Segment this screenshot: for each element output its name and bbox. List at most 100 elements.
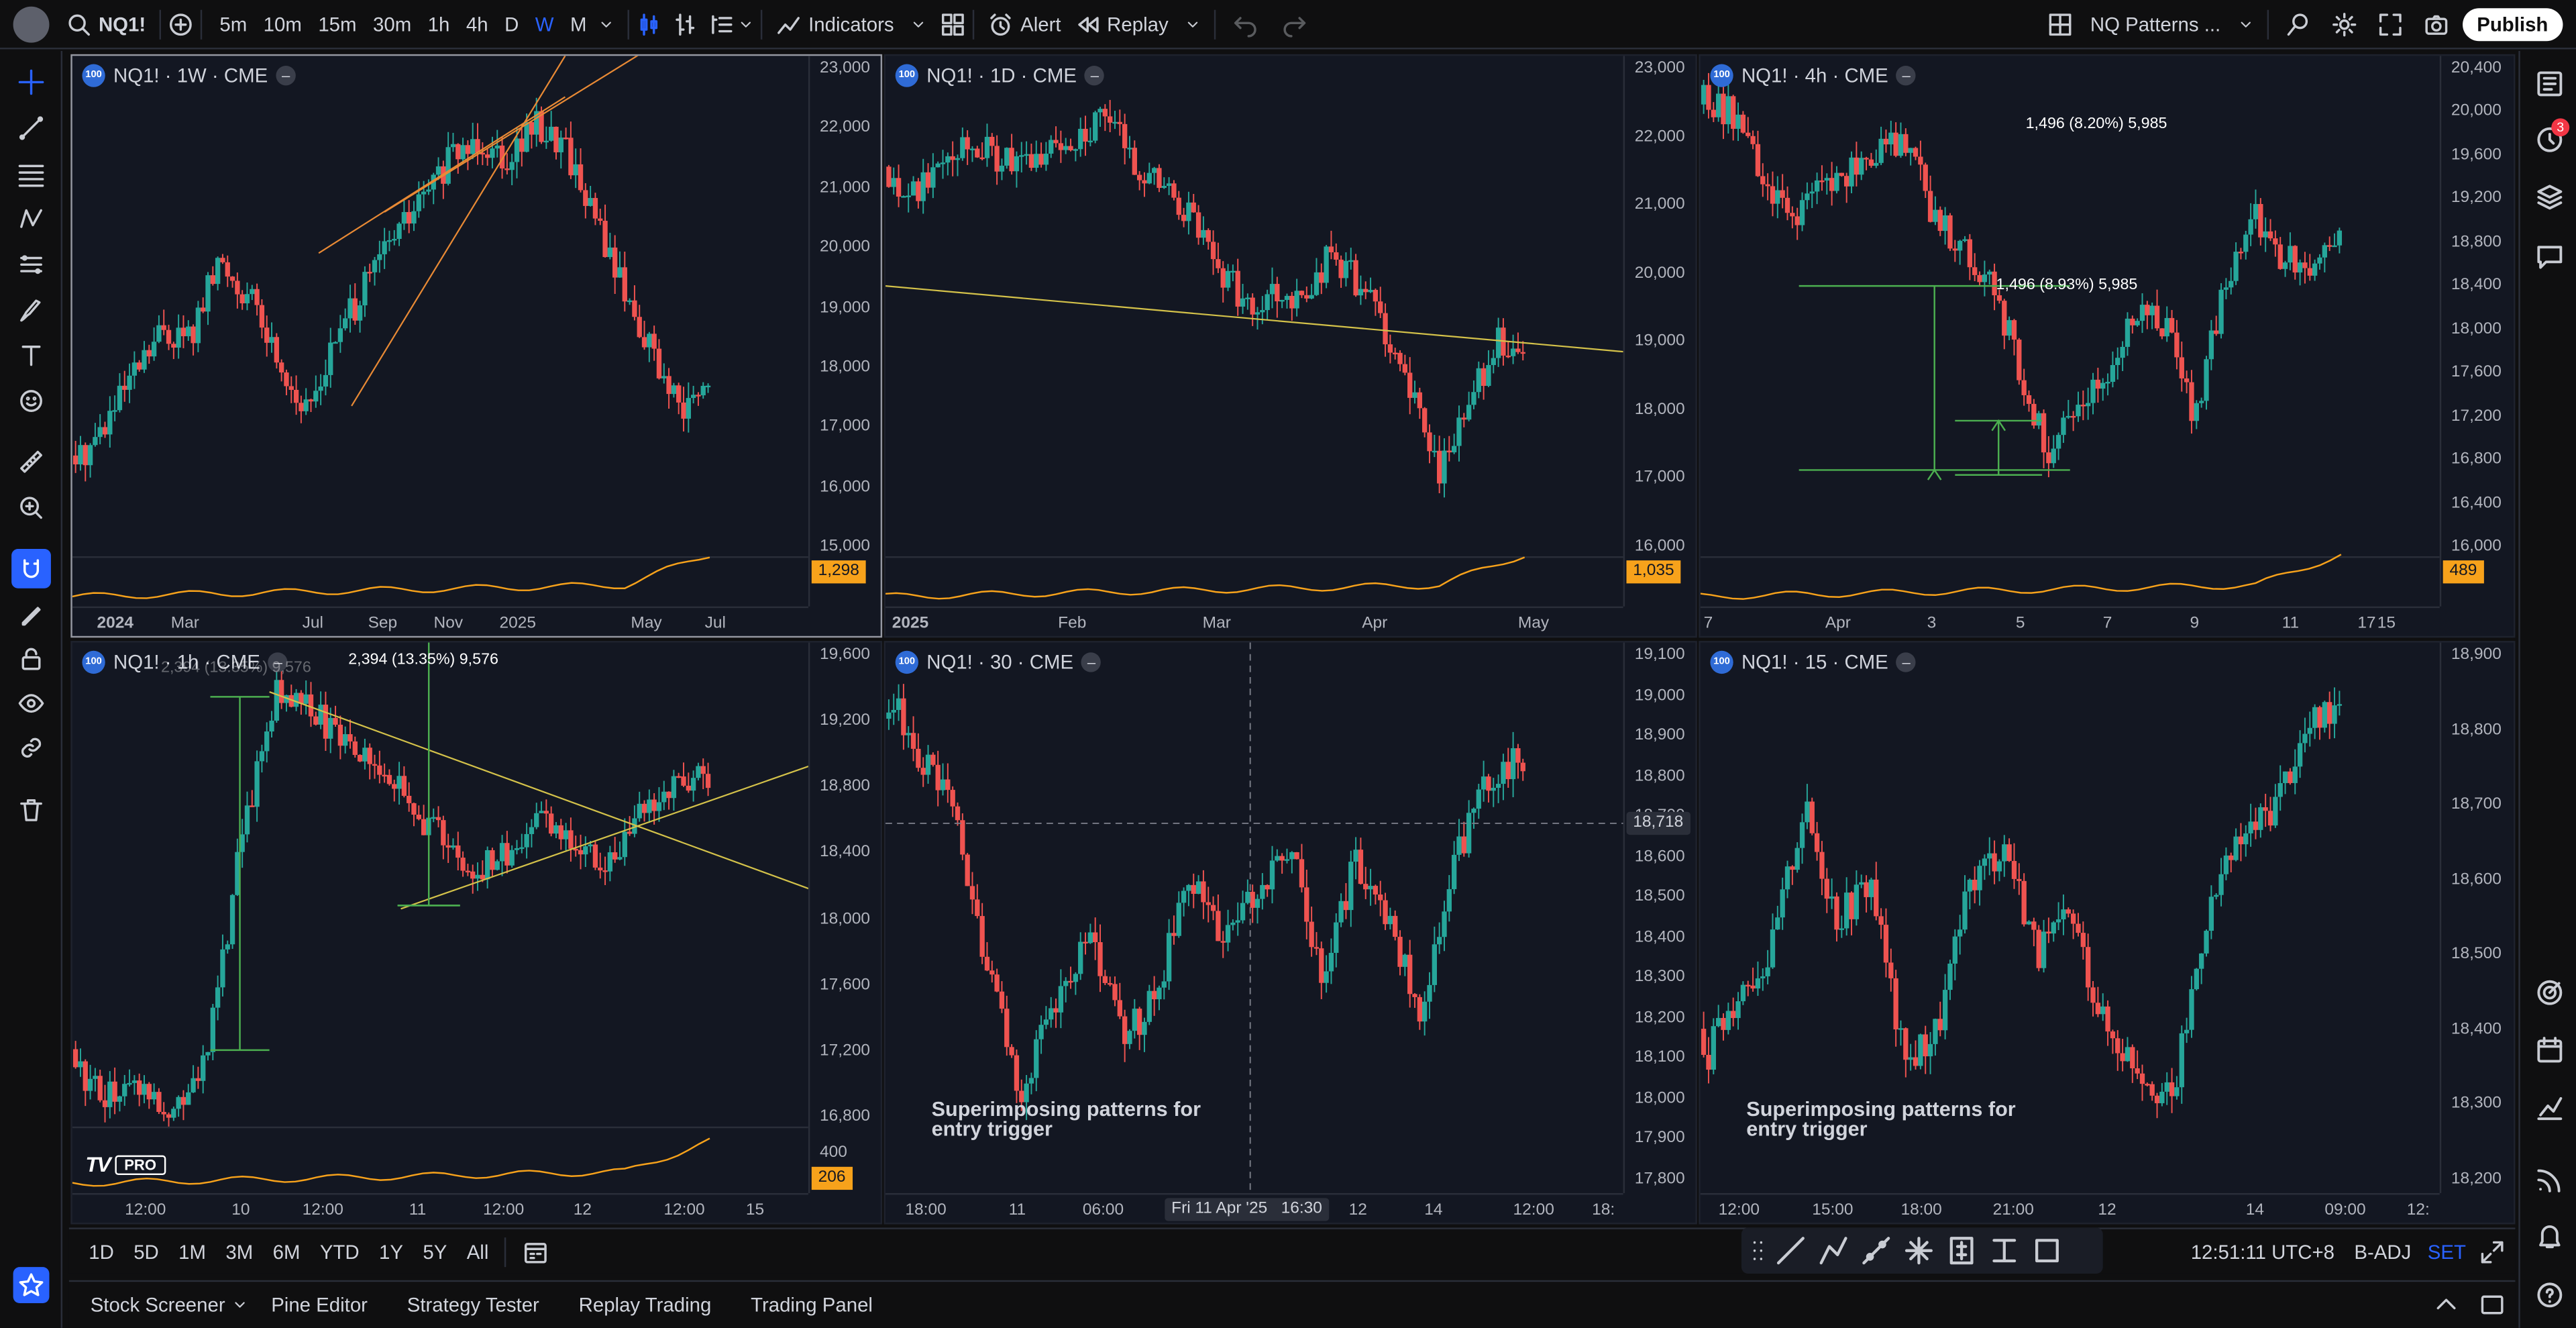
- bars-icon[interactable]: [672, 11, 698, 37]
- tab-trading-panel[interactable]: Trading Panel: [751, 1293, 873, 1317]
- undo-icon[interactable]: [1232, 11, 1258, 37]
- watchlist-star-button[interactable]: [13, 1267, 50, 1304]
- redo-icon[interactable]: [1282, 11, 1308, 37]
- expand-icon[interactable]: [2479, 1238, 2506, 1264]
- pattern-icon[interactable]: [18, 205, 44, 232]
- time-axis[interactable]: 2024 Mar Jul Sep Nov 2025 May Jul: [72, 606, 808, 636]
- interval-4h[interactable]: 4h: [466, 12, 488, 36]
- layers-icon[interactable]: [2535, 183, 2565, 212]
- pane-symbol-label[interactable]: 100 NQ1! · 15 · CME –: [1710, 650, 1917, 674]
- rectangle-tool-icon[interactable]: [2031, 1234, 2063, 1267]
- session-toggle[interactable]: SET: [2427, 1239, 2466, 1264]
- tab-stock-screener[interactable]: Stock Screener: [90, 1293, 225, 1317]
- price-axis[interactable]: 23,000 22,000 21,000 20,000 19,000 18,000 17,0…: [1623, 56, 1696, 607]
- fib-retracement-icon[interactable]: [18, 161, 44, 187]
- candlestick-chart[interactable]: [72, 56, 808, 606]
- fullscreen-icon[interactable]: [2377, 11, 2403, 37]
- eye-icon[interactable]: [18, 691, 44, 717]
- avatar[interactable]: [13, 5, 50, 42]
- time-axis[interactable]: 12:00 10 12:00 11 12:00 12 12:00 15: [72, 1192, 808, 1223]
- alert-button[interactable]: Alert: [981, 0, 1067, 48]
- layout-name-button[interactable]: NQ Patterns ...: [2084, 0, 2260, 48]
- replay-button[interactable]: Replay: [1067, 0, 1208, 48]
- pane-symbol-label[interactable]: 100 NQ1! · 1W · CME –: [82, 64, 296, 87]
- gear-icon[interactable]: [2330, 11, 2357, 37]
- link-icon[interactable]: [18, 735, 44, 761]
- trendline-icon[interactable]: [18, 115, 44, 141]
- interval-5m[interactable]: 5m: [219, 12, 248, 36]
- range-6m[interactable]: 6M: [272, 1239, 301, 1264]
- text-icon[interactable]: [18, 342, 44, 368]
- symbol-search[interactable]: NQ1!: [59, 0, 152, 48]
- chat-icon[interactable]: [2535, 242, 2565, 271]
- interval-1h[interactable]: 1h: [427, 12, 450, 36]
- chevron-down-icon[interactable]: [738, 11, 754, 37]
- watchlist-icon[interactable]: [2535, 69, 2565, 99]
- chevron-down-icon[interactable]: [231, 1292, 248, 1318]
- interval-30m[interactable]: 30m: [372, 12, 412, 36]
- range-ytd[interactable]: YTD: [319, 1239, 360, 1264]
- forecast-icon[interactable]: [18, 252, 44, 278]
- collapse-indicators-icon[interactable]: –: [268, 652, 288, 672]
- chart-pane[interactable]: 100 NQ1! · 1D · CME – 23,000 22,000 21,000 2…: [883, 54, 1697, 638]
- ray-tool-icon[interactable]: [1860, 1234, 1892, 1267]
- pane-symbol-label[interactable]: 100 NQ1! · 1h · CME –: [82, 650, 288, 674]
- camera-icon[interactable]: [2422, 11, 2449, 37]
- range-1m[interactable]: 1M: [178, 1239, 207, 1264]
- candlestick-chart[interactable]: [72, 642, 808, 1193]
- time-axis[interactable]: 12:00 15:00 18:00 21:00 12 14 09:00 12:: [1700, 1192, 2440, 1223]
- magnet-mode-button[interactable]: [11, 548, 51, 589]
- time-axis[interactable]: 18:00 11 06:00 12 14 12:00 18:: [885, 1192, 1623, 1223]
- chart-pane[interactable]: 100 NQ1! · 4h · CME – 20,400 20,000 19,600 1…: [1699, 54, 2516, 638]
- price-range-icon[interactable]: [1945, 1234, 1978, 1267]
- trash-icon[interactable]: [18, 797, 44, 823]
- crosshair-icon[interactable]: [18, 69, 44, 95]
- alerts-clock-icon[interactable]: [2535, 125, 2565, 154]
- chart-pattern-icon[interactable]: [2535, 1093, 2565, 1123]
- range-1y[interactable]: 1Y: [378, 1239, 403, 1264]
- pane-symbol-label[interactable]: 100 NQ1! · 30 · CME –: [895, 650, 1102, 674]
- collapse-panel-icon[interactable]: [2433, 1292, 2459, 1318]
- interval-10m[interactable]: 10m: [263, 12, 302, 36]
- chart-pane[interactable]: 100 NQ1! · 1W · CME – 23,000 22,000 21,000 2…: [70, 54, 883, 638]
- pane-symbol-label[interactable]: 100 NQ1! · 4h · CME –: [1710, 64, 1917, 87]
- interval-d[interactable]: D: [504, 12, 519, 36]
- candlestick-chart[interactable]: [885, 642, 1623, 1193]
- path-tool-icon[interactable]: [1817, 1234, 1850, 1267]
- compare-icon[interactable]: [708, 11, 735, 37]
- candlestick-chart[interactable]: [1700, 56, 2440, 606]
- indicators-button[interactable]: Indicators: [769, 0, 933, 48]
- chart-pane[interactable]: 100 NQ1! · 30 · CME – 19,100 19,000 18,900 1…: [883, 641, 1697, 1225]
- candlestick-chart[interactable]: [1701, 643, 2440, 1193]
- zoom-in-icon[interactable]: [18, 495, 44, 521]
- help-icon[interactable]: [2535, 1280, 2565, 1310]
- interval-15m[interactable]: 15m: [318, 12, 357, 36]
- price-axis[interactable]: 23,000 22,000 21,000 20,000 19,000 18,000 17,0…: [808, 56, 881, 607]
- line-tool-icon[interactable]: [1774, 1234, 1807, 1267]
- broadcast-icon[interactable]: [2535, 1165, 2565, 1194]
- price-axis[interactable]: 19,10019,00018,90018,80018,70018,60018,5…: [1623, 642, 1696, 1193]
- range-3m[interactable]: 3M: [225, 1239, 254, 1264]
- range-1d[interactable]: 1D: [89, 1239, 114, 1264]
- layout-grid-icon[interactable]: [2047, 11, 2074, 37]
- clock[interactable]: 12:51:11 UTC+8: [2190, 1239, 2334, 1264]
- templates-icon[interactable]: [940, 11, 966, 37]
- target-icon[interactable]: [2535, 978, 2565, 1007]
- lock-icon[interactable]: [18, 646, 44, 672]
- interval-w[interactable]: W: [535, 12, 554, 36]
- emoji-icon[interactable]: [18, 388, 44, 414]
- pitchfork-icon[interactable]: [1902, 1234, 1935, 1267]
- price-axis[interactable]: 19,600 19,200 18,800 18,400 18,000 17,600 17,2…: [808, 642, 881, 1193]
- goto-date-icon[interactable]: [523, 1238, 549, 1264]
- tab-strategy-tester[interactable]: Strategy Tester: [407, 1293, 539, 1317]
- range-5y[interactable]: 5Y: [423, 1239, 447, 1264]
- bell-icon[interactable]: [2535, 1221, 2565, 1251]
- candles-icon[interactable]: [636, 11, 662, 37]
- date-range-icon[interactable]: [1988, 1234, 2021, 1267]
- chart-note[interactable]: Superimposing patterns for entry trigger: [931, 1097, 1201, 1141]
- collapse-indicators-icon[interactable]: –: [1081, 652, 1102, 672]
- pane-symbol-label[interactable]: 100 NQ1! · 1D · CME –: [895, 64, 1105, 87]
- drag-handle-icon[interactable]: [1752, 1234, 1765, 1267]
- chart-note[interactable]: Superimposing patterns for entry trigger: [1746, 1097, 2016, 1141]
- pencil-lock-icon[interactable]: [18, 601, 44, 627]
